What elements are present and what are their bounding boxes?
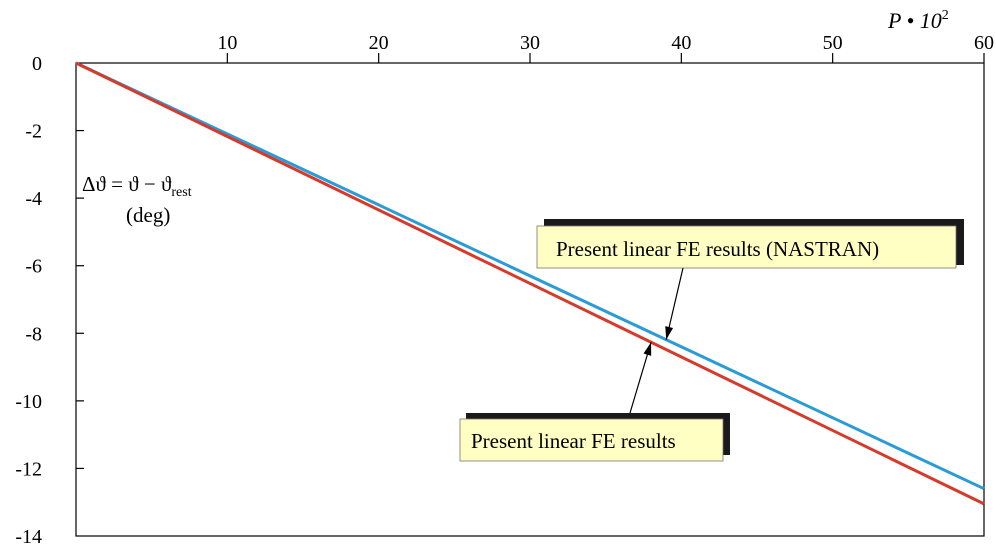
plot-frame [75, 62, 985, 537]
y-tick-label: 0 [32, 53, 42, 75]
annotation-nastran-text: Present linear FE results (NASTRAN) [556, 237, 879, 261]
annotation-linear-box [459, 418, 724, 462]
y-axis-unit: (deg) [126, 203, 170, 227]
annotation-nastran-box [536, 225, 957, 269]
y-tick-label: -2 [25, 121, 42, 143]
annotation-linear-text: Present linear FE results [471, 429, 676, 453]
series-layer [75, 61, 985, 506]
series-line-2 [75, 61, 985, 506]
x-tick-label: 30 [520, 32, 540, 54]
annotation-nastran: Present linear FE results (NASTRAN) [536, 219, 964, 269]
arrow-nastran-head [665, 326, 674, 340]
y-tick-label: -10 [15, 391, 42, 413]
y-tick-label: -4 [25, 188, 42, 210]
annotation-linear: Present linear FE results [459, 413, 730, 462]
y-axis-tick-labels: 0 -2 -4 -6 -8 -10 -12 -14 [15, 53, 42, 544]
x-tick-label: 40 [671, 32, 691, 54]
series-line-1 [75, 61, 985, 491]
arrow-linear-head [643, 342, 652, 356]
annotation-arrows [629, 267, 684, 414]
x-axis-ticks [226, 53, 985, 63]
x-axis-title: P • 102 [887, 8, 949, 33]
y-tick-label: -6 [25, 256, 42, 278]
y-axis-ticks [76, 129, 84, 470]
y-tick-label: -14 [15, 526, 42, 544]
x-tick-label: 50 [823, 32, 843, 54]
y-tick-label: -8 [25, 323, 42, 345]
x-tick-label: 60 [974, 32, 994, 54]
x-axis-tick-labels: 10 20 30 40 50 60 [217, 32, 994, 54]
y-axis-title: Δϑ = ϑ − ϑrest [82, 172, 192, 200]
x-tick-label: 10 [217, 32, 237, 54]
x-tick-label: 20 [369, 32, 389, 54]
y-tick-label: -12 [15, 458, 42, 480]
